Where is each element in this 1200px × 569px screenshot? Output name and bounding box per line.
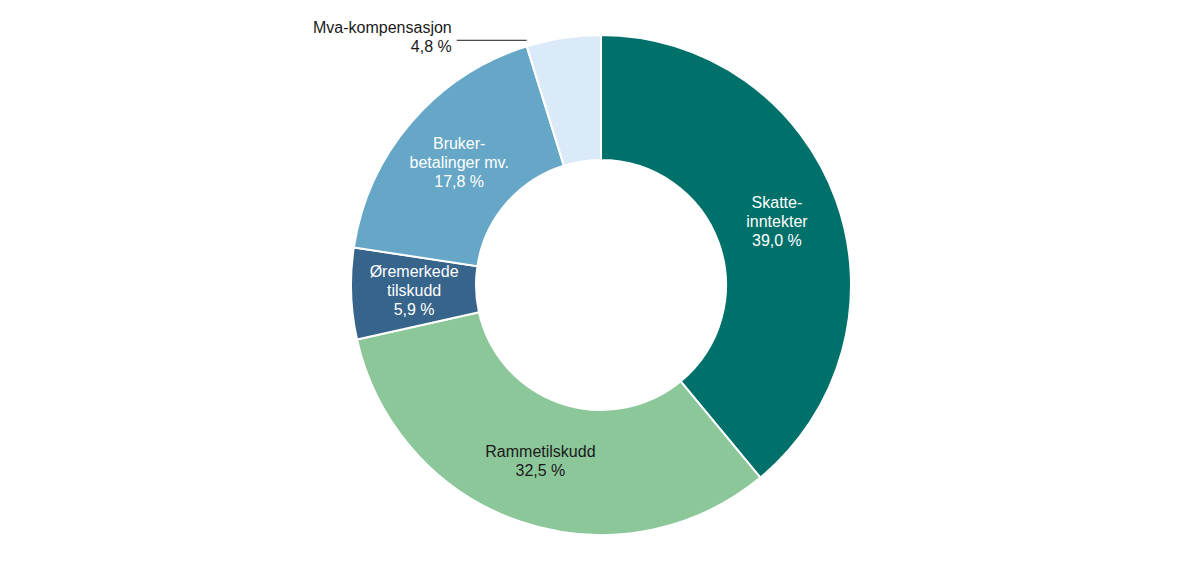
slice-label: Øremerkede tilskudd 5,9 % bbox=[370, 263, 459, 318]
label-line: Mva-kompensasjon bbox=[313, 19, 452, 36]
slice-label: Bruker-betalinger mv. 17,8 % bbox=[410, 135, 509, 190]
label-line: 32,5 % bbox=[516, 462, 566, 479]
slice-label: Skatte-inntekter 39,0 % bbox=[746, 194, 808, 249]
label-line: 39,0 % bbox=[752, 232, 802, 249]
label-line: 17,8 % bbox=[434, 173, 484, 190]
label-line: Rammetilskudd bbox=[485, 443, 595, 460]
label-line: 4,8 % bbox=[411, 38, 452, 55]
leader-line bbox=[457, 40, 527, 41]
label-line: tilskudd bbox=[387, 282, 441, 299]
slice-label: Rammetilskudd 32,5 % bbox=[485, 443, 595, 479]
label-line: inntekter bbox=[746, 213, 808, 230]
chart: Skatte-inntekter 39,0 % Rammetilskudd 32,5 … bbox=[0, 0, 1200, 569]
label-line: 5,9 % bbox=[394, 301, 435, 318]
donut bbox=[351, 35, 851, 535]
label-line: Bruker- bbox=[433, 135, 485, 152]
slice bbox=[354, 46, 564, 266]
slice-label: Mva-kompensasjon 4,8 % bbox=[313, 19, 452, 55]
label-line: betalinger mv. bbox=[410, 154, 509, 171]
label-line: Øremerkede bbox=[370, 263, 459, 280]
label-line: Skatte- bbox=[752, 194, 803, 211]
slice bbox=[357, 312, 760, 535]
labels: Skatte-inntekter 39,0 % Rammetilskudd 32,5 … bbox=[313, 19, 808, 479]
slice bbox=[527, 35, 601, 166]
